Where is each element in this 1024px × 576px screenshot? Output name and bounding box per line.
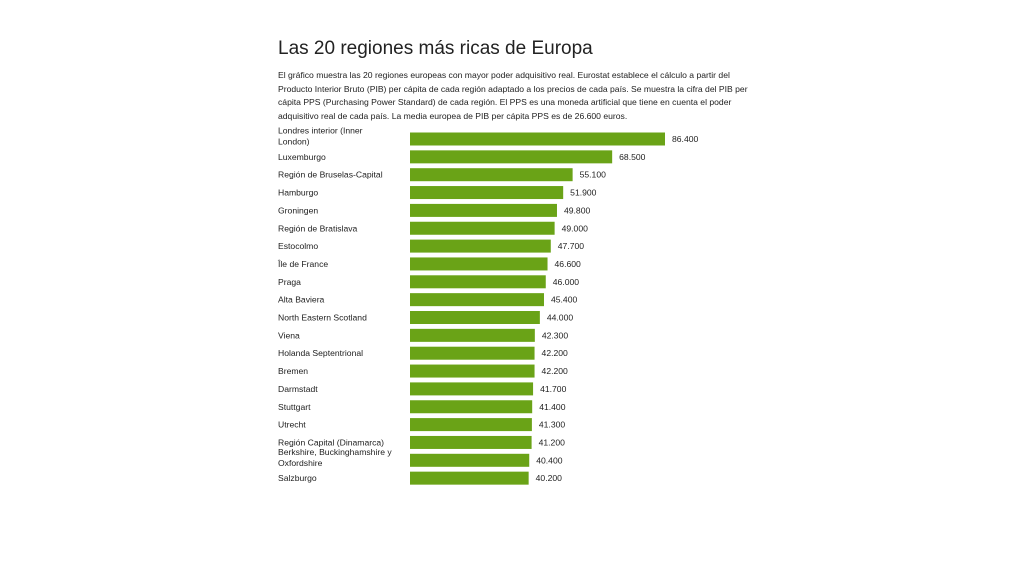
value-label: 68.500 xyxy=(619,152,646,162)
bar xyxy=(410,400,533,414)
bar xyxy=(410,346,535,360)
chart-title: Las 20 regiones más ricas de Europa xyxy=(278,38,593,59)
value-label: 55.100 xyxy=(580,170,607,180)
category-label: North Eastern Scotland xyxy=(278,313,367,323)
bar xyxy=(410,471,529,485)
category-label: Luxemburgo xyxy=(278,152,326,162)
value-label: 42.200 xyxy=(542,348,569,358)
value-label: 46.600 xyxy=(555,259,582,269)
category-label: Bremen xyxy=(278,366,308,376)
category-label: Londres interior (Inner London) xyxy=(278,126,363,147)
category-label: Utrecht xyxy=(278,420,306,430)
category-label: Alta Baviera xyxy=(278,295,325,305)
category-label: Salzburgo xyxy=(278,473,317,483)
category-label: Stuttgart xyxy=(278,402,311,412)
bar xyxy=(410,150,613,164)
bar xyxy=(410,239,551,253)
bar xyxy=(410,221,555,235)
value-label: 45.400 xyxy=(551,295,578,305)
category-label: Île de France xyxy=(277,259,328,269)
category-label: Hamburgo xyxy=(278,188,318,198)
bar xyxy=(410,132,665,146)
value-label: 41.700 xyxy=(540,384,567,394)
bar xyxy=(410,311,540,324)
bar xyxy=(410,382,534,396)
value-label: 51.900 xyxy=(570,188,597,198)
bar xyxy=(410,364,535,378)
bar xyxy=(410,203,557,217)
chart-description: El gráfico muestra las 20 regiones europ… xyxy=(278,70,748,121)
value-label: 46.000 xyxy=(553,277,580,287)
bar xyxy=(410,293,544,307)
category-label: Región Capital (Dinamarca) xyxy=(278,437,384,447)
category-label: Berkshire, Buckinghamshire y Oxfordshire xyxy=(278,447,392,468)
value-label: 40.200 xyxy=(536,473,563,483)
category-label: Región de Bruselas-Capital xyxy=(278,170,383,180)
value-label: 41.400 xyxy=(539,402,566,412)
bar xyxy=(410,257,548,271)
category-label: Holanda Septentrional xyxy=(278,348,363,358)
bar xyxy=(410,186,564,200)
value-label: 42.200 xyxy=(542,366,569,376)
bar xyxy=(410,328,535,342)
value-label: 44.000 xyxy=(547,313,574,323)
value-label: 49.800 xyxy=(564,205,591,215)
value-label: 41.200 xyxy=(539,437,566,447)
value-label: 42.300 xyxy=(542,330,569,340)
bar xyxy=(410,435,532,449)
value-label: 47.700 xyxy=(558,241,585,251)
category-label: Darmstadt xyxy=(278,384,318,394)
category-label: Praga xyxy=(278,277,301,287)
bar xyxy=(410,168,573,182)
category-label: Groningen xyxy=(278,205,318,215)
category-label: Región de Bratislava xyxy=(278,223,358,233)
bar xyxy=(410,418,532,432)
bar xyxy=(410,275,546,289)
bar xyxy=(410,453,530,467)
value-label: 49.000 xyxy=(562,223,589,233)
value-label: 86.400 xyxy=(672,134,699,144)
category-label: Viena xyxy=(278,330,300,340)
category-label: Estocolmo xyxy=(278,241,318,251)
value-label: 40.400 xyxy=(536,455,563,465)
value-label: 41.300 xyxy=(539,420,566,430)
